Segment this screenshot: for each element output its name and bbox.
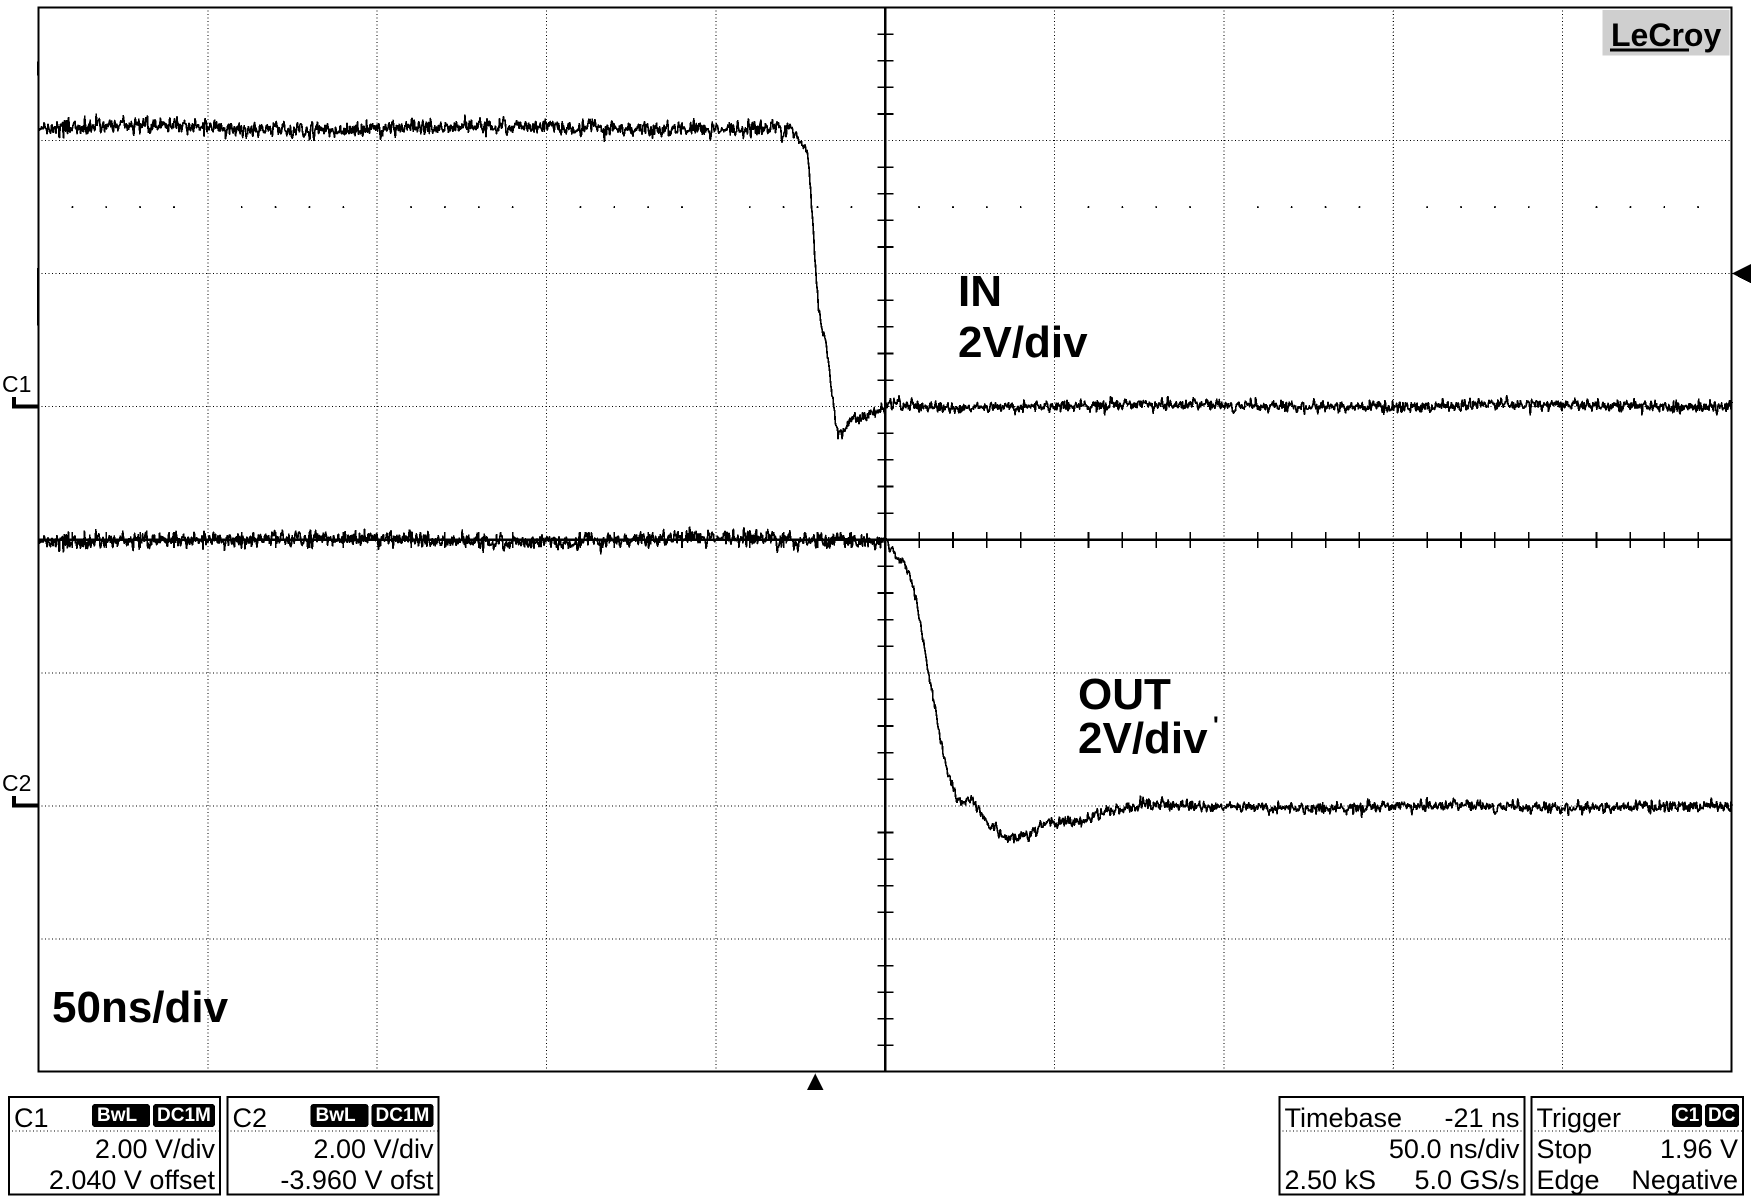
svg-text:2.50 kS: 2.50 kS <box>1285 1165 1377 1195</box>
svg-text:Negative: Negative <box>1631 1165 1738 1195</box>
svg-text:BwL: BwL <box>316 1105 357 1126</box>
svg-text:2V/div: 2V/div <box>958 318 1088 367</box>
svg-text:50ns/div: 50ns/div <box>52 983 229 1032</box>
svg-text:-21 ns: -21 ns <box>1444 1103 1519 1133</box>
svg-text:50.0 ns/div: 50.0 ns/div <box>1389 1134 1520 1164</box>
svg-text:BwL: BwL <box>97 1105 138 1126</box>
svg-text:DC1M: DC1M <box>376 1105 430 1126</box>
svg-text:DC1M: DC1M <box>157 1105 211 1126</box>
svg-text:2.040 V offset: 2.040 V offset <box>49 1165 216 1195</box>
svg-text:C2: C2 <box>233 1103 268 1133</box>
svg-text:C2: C2 <box>2 770 31 796</box>
svg-text:Trigger: Trigger <box>1537 1103 1622 1133</box>
svg-text:Timebase: Timebase <box>1285 1103 1403 1133</box>
svg-text:Edge: Edge <box>1537 1165 1600 1195</box>
svg-text:C1: C1 <box>2 371 31 397</box>
svg-text:-3.960 V ofst: -3.960 V ofst <box>280 1165 434 1195</box>
svg-text:2V/div: 2V/div <box>1078 714 1208 763</box>
svg-text:IN: IN <box>958 267 1002 316</box>
svg-text:': ' <box>1213 712 1219 739</box>
svg-text:C1: C1 <box>1675 1105 1700 1126</box>
svg-text:LeCroy: LeCroy <box>1611 17 1721 53</box>
svg-text:1.96 V: 1.96 V <box>1660 1134 1738 1164</box>
svg-text:5.0 GS/s: 5.0 GS/s <box>1414 1165 1519 1195</box>
svg-text:2.00 V/div: 2.00 V/div <box>95 1134 216 1164</box>
svg-text:OUT: OUT <box>1078 670 1171 719</box>
svg-text:Stop: Stop <box>1537 1134 1593 1164</box>
svg-text:C1: C1 <box>14 1103 49 1133</box>
svg-text:DC: DC <box>1708 1105 1736 1126</box>
svg-text:2.00 V/div: 2.00 V/div <box>313 1134 434 1164</box>
